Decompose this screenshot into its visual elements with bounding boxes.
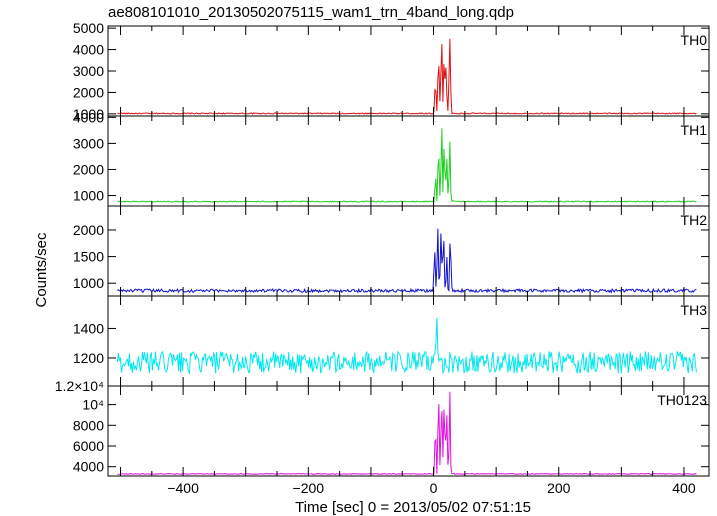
panel-label: TH0123	[657, 392, 707, 408]
panel-label: TH3	[681, 302, 708, 318]
panels: TH010002000300040005000TH110002000300040…	[55, 20, 710, 496]
y-tick-label: 2000	[73, 84, 104, 100]
panel-th3: TH3 1200 1400	[73, 295, 710, 387]
x-tick-label: 400	[672, 480, 696, 496]
y-tick-label-top: 1.2×10⁴	[55, 378, 104, 394]
x-tick-label: 0	[430, 480, 438, 496]
panel-frame	[107, 115, 710, 207]
y-tick-label: 1500	[73, 249, 104, 265]
y-tick-label: 10⁴	[82, 397, 104, 413]
panel-frame	[107, 385, 710, 477]
y-tick-label: 4000	[73, 459, 104, 475]
panel-label: TH1	[681, 122, 708, 138]
panel-frame	[107, 205, 710, 297]
x-tick-label: −400	[167, 480, 199, 496]
series-line-th3	[116, 317, 697, 375]
y-tick-label: 8000	[73, 417, 104, 433]
x-tick-label: −200	[293, 480, 325, 496]
panel-th0: TH0 1000 2000 3000 4000 5000	[73, 20, 710, 122]
y-tick-label: 1000	[73, 106, 104, 122]
panel-label: TH2	[681, 212, 708, 228]
y-tick-label: 1200	[73, 350, 104, 366]
y-tick-label: 2000	[73, 161, 104, 177]
series-line-th2	[117, 228, 697, 294]
y-tick-label: 3000	[73, 135, 104, 151]
panel-frame	[107, 295, 710, 387]
x-tick-label: 200	[547, 480, 571, 496]
series-line-th0	[117, 38, 697, 115]
panel-frame	[107, 25, 710, 117]
panel-th2: TH2 1000 1500 2000	[73, 205, 710, 297]
chart-title: ae808101010_20130502075115_wam1_trn_4ban…	[108, 4, 514, 21]
y-tick-label: 5000	[73, 20, 104, 36]
series-line-th0123	[117, 391, 697, 475]
y-axis-label: Counts/sec	[33, 232, 50, 308]
x-axis-label: Time [sec] 0 = 2013/05/02 07:51:15	[295, 499, 531, 516]
y-tick-label: 1400	[73, 320, 104, 336]
panel-label: TH0	[681, 32, 708, 48]
series-line-th1	[117, 128, 697, 203]
y-tick-label: 4000	[73, 109, 104, 125]
panel-th0123: TH0123 4000 6000 8000 10⁴ 1.2×10⁴	[55, 378, 710, 477]
y-tick-label: 4000	[73, 42, 104, 58]
y-tick-label: 1000	[73, 275, 104, 291]
y-tick-label: 2000	[73, 222, 104, 238]
y-tick-label: 3000	[73, 63, 104, 79]
y-tick-label: 1000	[73, 188, 104, 204]
panel-th1: TH1 1000 2000 3000 4000	[73, 109, 710, 207]
y-tick-label: 6000	[73, 438, 104, 454]
